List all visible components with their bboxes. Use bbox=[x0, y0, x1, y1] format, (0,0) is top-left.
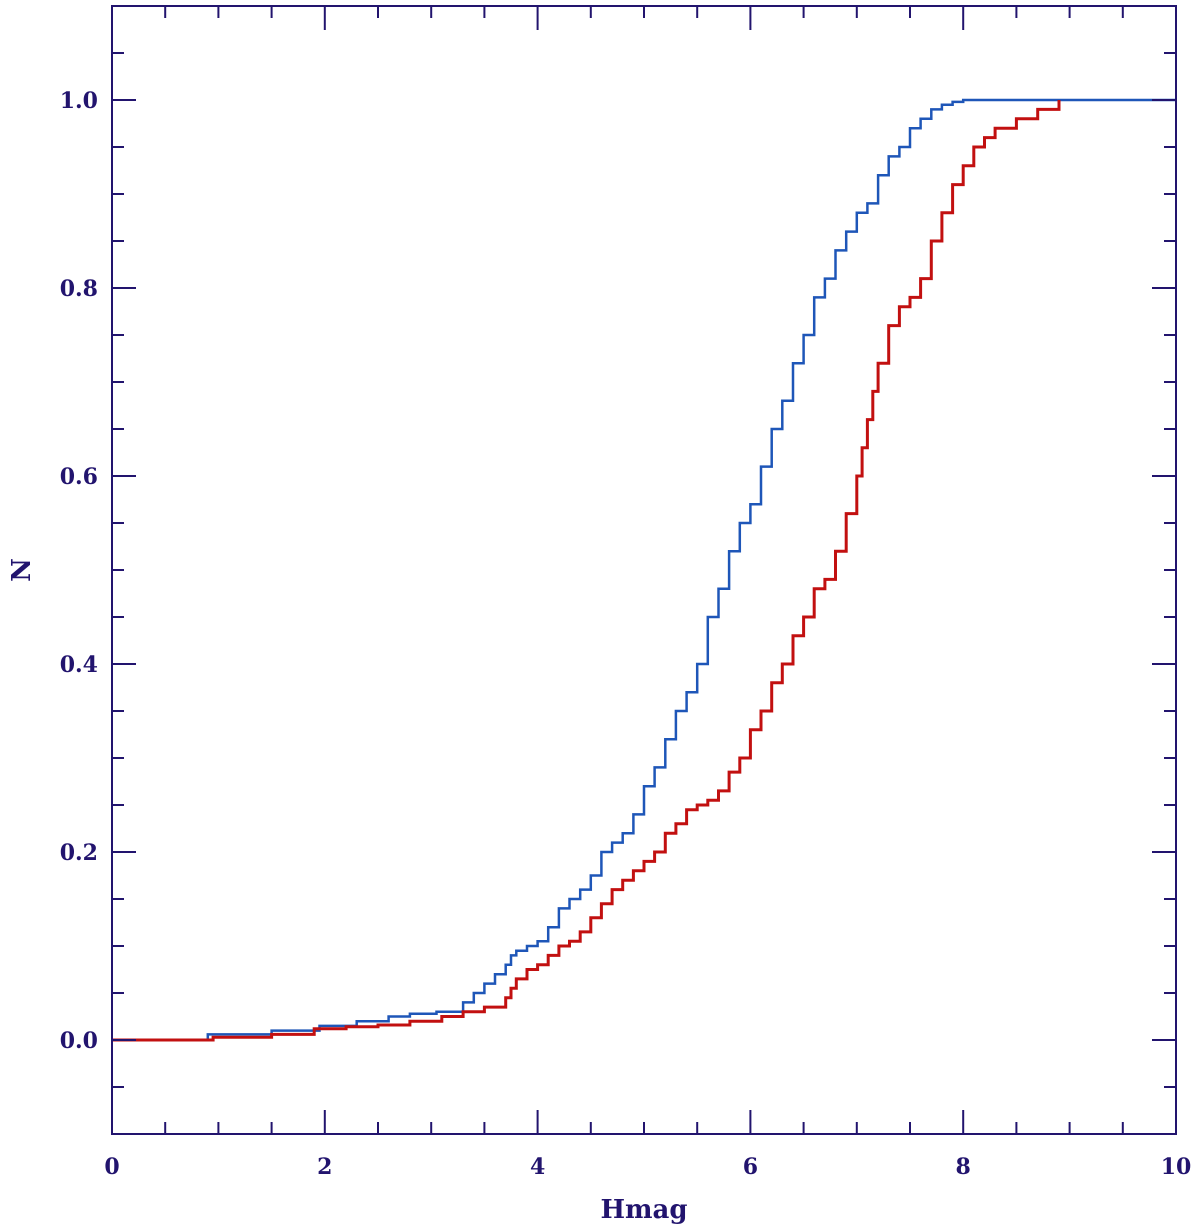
series-line-1 bbox=[112, 98, 1176, 1042]
x-tick-label: 10 bbox=[1161, 1154, 1192, 1180]
y-tick-label: 0.0 bbox=[60, 1028, 98, 1054]
y-tick-label: 0.2 bbox=[60, 840, 98, 866]
x-tick-label: 2 bbox=[317, 1154, 332, 1180]
x-axis-label: Hmag bbox=[600, 1195, 687, 1225]
x-tick-label: 8 bbox=[956, 1154, 971, 1180]
y-tick-label: 0.8 bbox=[60, 276, 98, 302]
x-tick-label: 4 bbox=[530, 1154, 545, 1180]
tick-layer: 0 2 4 6 8 10 0.0 0.2 0.4 0.6 0.8 1.0 bbox=[60, 5, 1192, 1180]
series-line-2 bbox=[112, 100, 1061, 1042]
series-layer bbox=[112, 98, 1176, 1042]
y-tick-label: 0.4 bbox=[60, 652, 98, 678]
y-tick-label: 0.6 bbox=[60, 464, 98, 490]
x-tick-label: 0 bbox=[104, 1154, 119, 1180]
x-tick-label: 6 bbox=[743, 1154, 758, 1180]
y-axis-label: N bbox=[7, 558, 37, 582]
y-tick-label: 1.0 bbox=[60, 88, 98, 114]
plot-frame bbox=[111, 5, 1177, 1135]
